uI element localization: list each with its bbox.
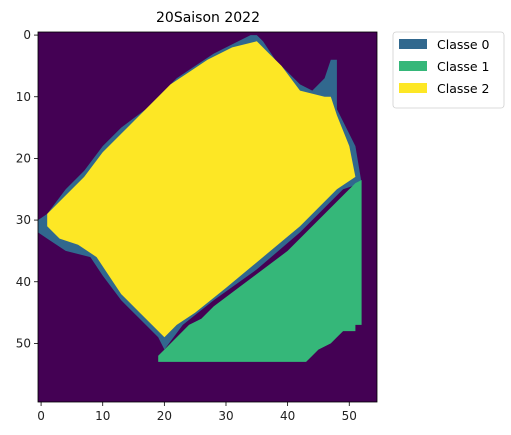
y-tick-label: 20 (16, 151, 31, 165)
y-tick-label: 0 (23, 28, 31, 42)
x-tick-label: 20 (157, 409, 172, 423)
chart-title: 20Saison 2022 (156, 10, 260, 26)
legend-label: Classe 1 (437, 59, 490, 74)
legend: Classe 0 Classe 1 Classe 2 (392, 31, 505, 109)
legend-label: Classe 0 (437, 37, 490, 52)
x-tick-label: 30 (218, 409, 233, 423)
y-tick-label: 30 (16, 213, 31, 227)
y-tick-label: 40 (16, 275, 31, 289)
x-tick-label: 0 (37, 409, 45, 423)
heatmap-plot-area (38, 32, 377, 402)
legend-swatch (399, 39, 427, 49)
x-tick-label: 10 (95, 409, 110, 423)
axes-frame (37, 31, 378, 403)
legend-swatch (399, 83, 427, 93)
axes: 0 10 20 30 40 50 0 10 20 30 40 50 (16, 28, 378, 423)
legend-label: Classe 2 (437, 81, 490, 96)
y-tick-label: 10 (16, 90, 31, 104)
heatmap-region-classe-2 (47, 41, 356, 338)
x-tick-label: 40 (280, 409, 295, 423)
legend-swatch (399, 61, 427, 71)
heatmap-region-classe-1 (158, 180, 362, 362)
y-tick-label: 50 (16, 336, 31, 350)
x-tick-label: 50 (342, 409, 357, 423)
